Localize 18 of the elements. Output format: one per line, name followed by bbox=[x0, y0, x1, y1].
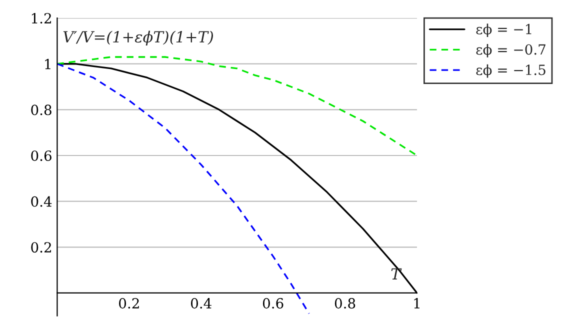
y-tick-label: 1 bbox=[45, 58, 50, 70]
x-tick-label: 0.6 bbox=[262, 298, 284, 309]
line-series bbox=[57, 63, 310, 314]
y-axis-title: V′/V=(1+εϕT)(1+T) bbox=[63, 30, 213, 46]
y-tick-label: 0.2 bbox=[31, 242, 51, 253]
y-tick-label: 0.8 bbox=[31, 104, 52, 116]
line-series bbox=[57, 56, 417, 156]
legend-label: εϕ = −0.7 bbox=[476, 44, 546, 58]
x-tick-label: 0.8 bbox=[334, 298, 356, 309]
y-tick-label: 1.2 bbox=[32, 13, 51, 24]
y-tick-label: 0.6 bbox=[31, 150, 52, 161]
x-axis-title: T bbox=[391, 268, 402, 280]
x-tick-label: 1 bbox=[414, 298, 420, 308]
x-tick-label: 0.2 bbox=[119, 298, 139, 309]
legend-label: εϕ = −1 bbox=[476, 24, 532, 38]
y-tick-label: 0.4 bbox=[31, 196, 52, 207]
x-tick-label: 0.4 bbox=[190, 298, 212, 309]
legend-label: εϕ = −1.5 bbox=[476, 64, 546, 78]
